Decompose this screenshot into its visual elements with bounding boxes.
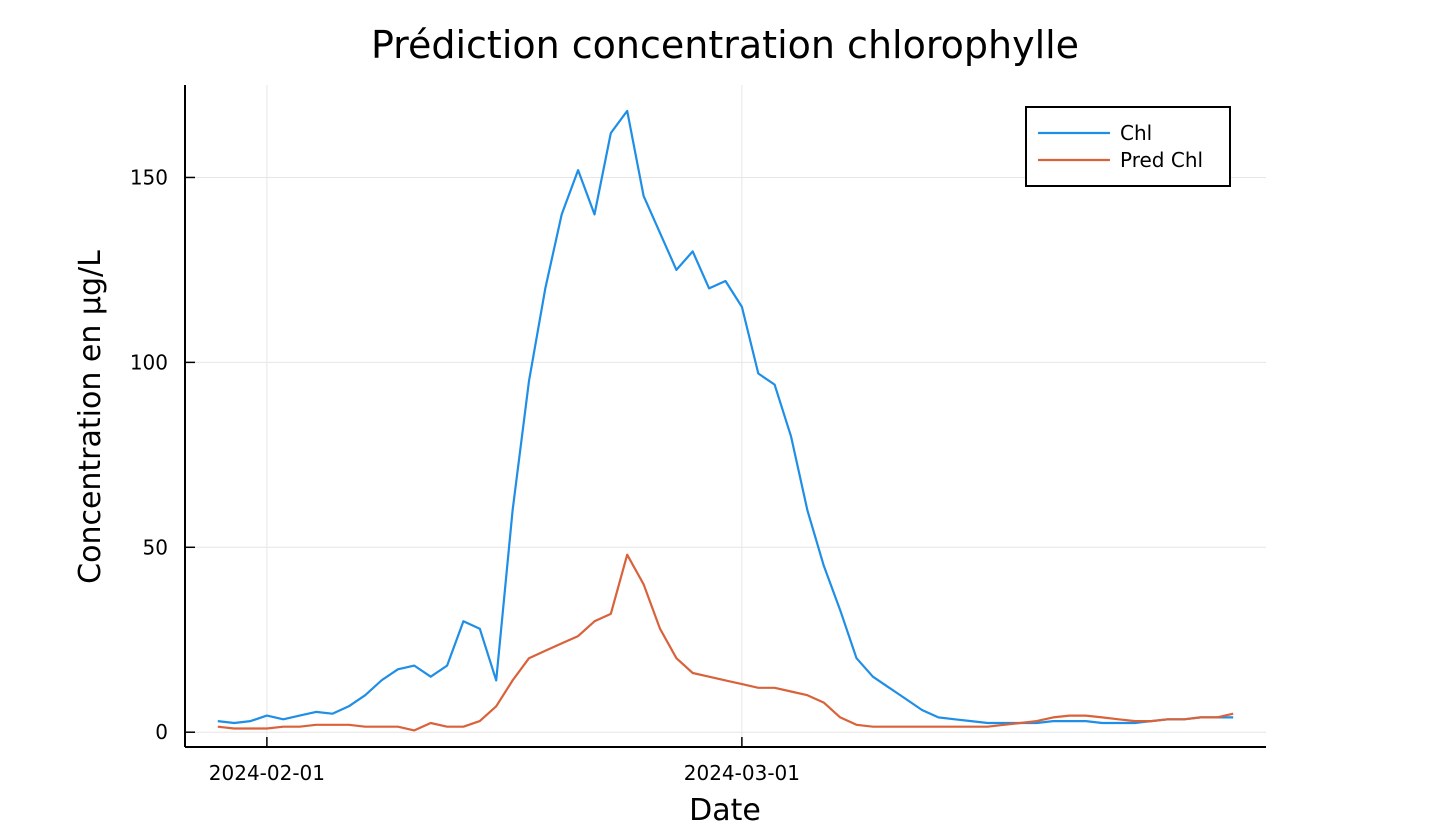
series-line-0	[217, 109, 1234, 725]
y-axis-label: Concentration en µg/L	[73, 250, 108, 584]
y-tick-label: 150	[130, 165, 168, 189]
x-tick-label: 2024-02-01	[209, 761, 325, 785]
y-tick-label: 50	[143, 535, 168, 559]
axes	[184, 85, 1266, 748]
x-tick-labels: 2024-02-01 2024-03-01	[209, 761, 800, 785]
y-tick-label: 0	[155, 720, 168, 744]
x-axis-label: Date	[689, 793, 761, 828]
plot-area	[217, 109, 1234, 732]
legend-label: Pred Chl	[1120, 148, 1203, 172]
series-line-1	[217, 553, 1234, 732]
grid	[185, 85, 1266, 747]
legend-label: Chl	[1120, 121, 1152, 145]
legend: Chl Pred Chl	[1025, 106, 1231, 187]
x-tick-label: 2024-03-01	[684, 761, 800, 785]
y-tick-labels: 0 50 100 150	[130, 165, 168, 744]
chart-title: Prédiction concentration chlorophylle	[371, 23, 1079, 67]
legend-box	[1025, 106, 1231, 187]
y-tick-label: 100	[130, 350, 168, 374]
